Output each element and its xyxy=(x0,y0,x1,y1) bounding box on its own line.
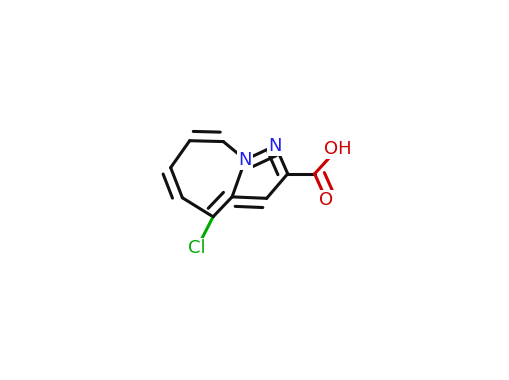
Text: OH: OH xyxy=(323,140,351,158)
Text: Cl: Cl xyxy=(188,239,206,257)
Text: N: N xyxy=(238,151,251,169)
Text: N: N xyxy=(268,137,281,155)
Text: O: O xyxy=(319,191,333,209)
